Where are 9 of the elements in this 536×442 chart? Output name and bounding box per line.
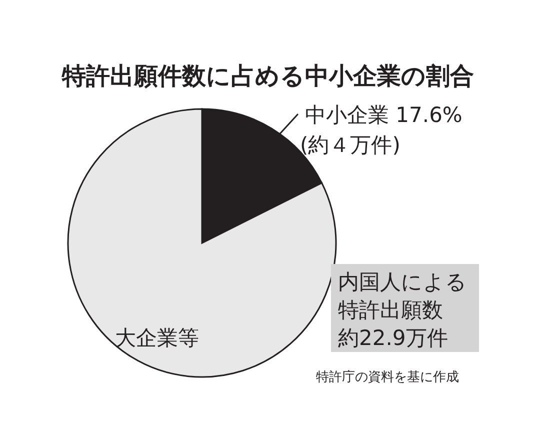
text: 約22.9万件 xyxy=(338,326,448,350)
text: 特許庁の資料を基に作成 xyxy=(316,369,459,385)
text: 特許出願数 xyxy=(338,298,443,322)
chart-title: 特許出願件数に占める中小企業の割合 xyxy=(61,62,474,90)
slice-label: 大企業等 xyxy=(114,326,199,350)
text: 内国人による xyxy=(338,270,467,294)
data-label: 17.6% xyxy=(396,103,462,127)
text: (約４万件) xyxy=(300,133,400,157)
slice-label: 中小企業 xyxy=(305,103,389,127)
